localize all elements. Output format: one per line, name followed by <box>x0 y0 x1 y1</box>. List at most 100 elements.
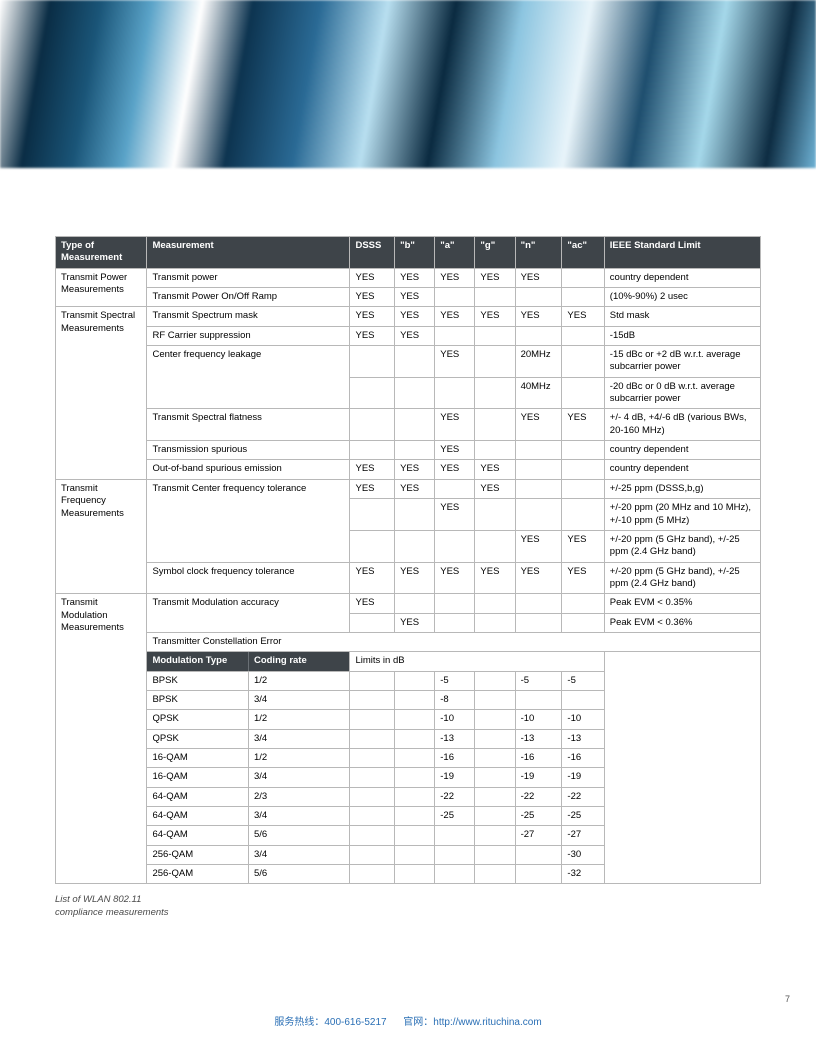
cell <box>395 594 435 613</box>
cell <box>475 845 515 864</box>
cell <box>562 326 604 345</box>
cell <box>515 865 562 884</box>
table-row: Symbol clock frequency toleranceYESYESYE… <box>56 562 761 594</box>
cell <box>435 288 475 307</box>
table-caption: List of WLAN 802.11compliance measuremen… <box>55 894 761 920</box>
mod-type: 64-QAM <box>147 788 248 806</box>
cell <box>475 613 515 632</box>
cell <box>435 479 475 498</box>
cell <box>475 288 515 307</box>
mod-type: BPSK <box>147 672 248 690</box>
measurement-label: Symbol clock frequency tolerance <box>147 562 350 594</box>
cell <box>350 409 395 441</box>
cell: YES <box>562 530 604 562</box>
cell <box>562 479 604 498</box>
mod-type: QPSK <box>147 710 248 728</box>
table-row: Center frequency leakageYES20MHz-15 dBc … <box>56 346 761 378</box>
cell <box>395 865 435 884</box>
cell <box>395 845 435 864</box>
cell <box>395 671 435 690</box>
cell <box>475 326 515 345</box>
cell: -25 <box>562 807 604 826</box>
cell: YES <box>562 307 604 326</box>
footer-link[interactable]: http://www.rituchina.com <box>433 1017 541 1028</box>
measurement-label: Transmit Spectrum mask <box>147 307 350 326</box>
cell: YES <box>515 562 562 594</box>
sub-header: Coding rate <box>248 652 349 670</box>
cell <box>562 377 604 409</box>
cell <box>350 787 395 806</box>
coding-rate: 1/2 <box>248 672 349 690</box>
col-header: IEEE Standard Limit <box>604 237 760 269</box>
cell <box>350 748 395 767</box>
cell <box>350 530 395 562</box>
limit-cell: Std mask <box>604 307 760 326</box>
cell: YES <box>350 479 395 498</box>
limit-cell: country dependent <box>604 268 760 287</box>
col-header: "a" <box>435 237 475 269</box>
cell <box>475 729 515 748</box>
cell: YES <box>435 307 475 326</box>
cell <box>475 826 515 845</box>
cell: -5 <box>562 671 604 690</box>
cell: YES <box>475 479 515 498</box>
cell <box>395 409 435 441</box>
cell <box>350 710 395 729</box>
cell: -27 <box>515 826 562 845</box>
cell <box>395 690 435 709</box>
cell: YES <box>395 326 435 345</box>
cell <box>515 499 562 531</box>
cell <box>350 441 395 460</box>
cell <box>562 460 604 479</box>
cell: -22 <box>435 787 475 806</box>
cell <box>435 613 475 632</box>
cell <box>350 346 395 378</box>
measurement-label: RF Carrier suppression <box>147 326 350 345</box>
mod-type: 64-QAM <box>147 826 248 844</box>
table-row: Transmit Frequency MeasurementsTransmit … <box>56 479 761 498</box>
cell: YES <box>395 268 435 287</box>
sub-header: Limits in dB <box>350 652 604 671</box>
mod-type: 64-QAM <box>147 807 248 825</box>
cell <box>475 671 515 690</box>
cell <box>350 865 395 884</box>
cell: -13 <box>562 729 604 748</box>
cell: YES <box>515 530 562 562</box>
cell <box>515 441 562 460</box>
cell <box>475 865 515 884</box>
measurement-label: Transmit Power On/Off Ramp <box>147 288 350 307</box>
table-row: Transmit Power MeasurementsTransmit powe… <box>56 268 761 287</box>
cell: -19 <box>515 768 562 787</box>
coding-rate: 1/2 <box>248 710 349 728</box>
measurement-label: Transmission spurious <box>147 441 350 460</box>
group-label: Transmit Power Measurements <box>56 268 147 307</box>
mod-type: 256-QAM <box>147 846 248 864</box>
cell <box>515 288 562 307</box>
cell: YES <box>350 562 395 594</box>
coding-rate: 1/2 <box>248 749 349 767</box>
cell <box>475 690 515 709</box>
cell: -5 <box>515 671 562 690</box>
cell: 20MHz <box>515 346 562 378</box>
cell: -10 <box>562 710 604 729</box>
limit-cell: -15dB <box>604 326 760 345</box>
measurement-label: Transmit Spectral flatness <box>147 409 350 441</box>
cell: -10 <box>515 710 562 729</box>
table-row: Transmit Modulation MeasurementsTransmit… <box>56 594 761 613</box>
cell: -13 <box>435 729 475 748</box>
cell <box>475 409 515 441</box>
cell: YES <box>350 594 395 613</box>
cell: YES <box>395 288 435 307</box>
mod-type: 16-QAM <box>147 768 248 786</box>
cell <box>515 479 562 498</box>
cell: YES <box>435 460 475 479</box>
mod-type: QPSK <box>147 730 248 748</box>
cell <box>350 807 395 826</box>
cell: -16 <box>435 748 475 767</box>
cell <box>515 845 562 864</box>
cell <box>350 729 395 748</box>
cell <box>562 690 604 709</box>
cell: YES <box>395 479 435 498</box>
cell: YES <box>515 307 562 326</box>
limit-cell: +/-20 ppm (20 MHz and 10 MHz), +/-10 ppm… <box>604 499 760 531</box>
